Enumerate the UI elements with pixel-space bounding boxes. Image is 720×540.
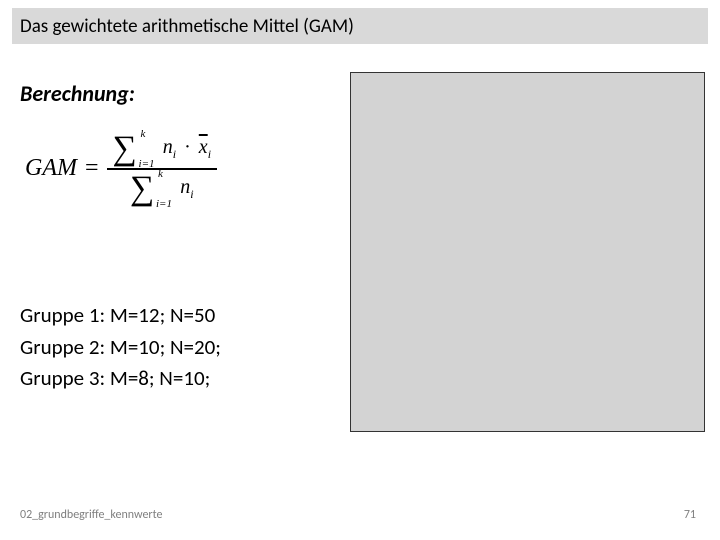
group-3: Gruppe 3: M=8; N=10; <box>20 363 221 395</box>
sigma-icon: ∑ <box>130 172 154 206</box>
group-data: Gruppe 1: M=12; N=50 Gruppe 2: M=10; N=2… <box>20 300 221 395</box>
page-number: 71 <box>684 508 696 522</box>
equals-sign: = <box>85 155 99 182</box>
formula-gam: GAM = ∑ k i=1 ni · xi <box>25 130 217 208</box>
formula-label: GAM <box>25 155 77 182</box>
group-2: Gruppe 2: M=10; N=20; <box>20 332 221 364</box>
sum-lower: i=1 <box>139 158 155 170</box>
footer-left: 02_grundbegriffe_kennwerte <box>20 508 162 522</box>
placeholder-panel <box>350 72 705 432</box>
slide-title: Das gewichtete arithmetische Mittel (GAM… <box>20 15 354 38</box>
section-heading: Berechnung: <box>20 80 135 107</box>
numerator-body: ni · xi <box>163 136 211 162</box>
denominator: ∑ k i=1 ni <box>124 170 200 208</box>
numerator: ∑ k i=1 ni · xi <box>107 130 218 168</box>
sum-numerator: ∑ k i=1 ni · xi <box>113 132 212 166</box>
sum-upper: k <box>141 128 146 140</box>
sigma-icon: ∑ <box>113 132 137 166</box>
sum-denominator: ∑ k i=1 ni <box>130 172 194 206</box>
slide: Das gewichtete arithmetische Mittel (GAM… <box>0 0 720 540</box>
sum-lower: i=1 <box>156 198 172 210</box>
title-bar: Das gewichtete arithmetische Mittel (GAM… <box>12 8 708 44</box>
sum-upper: k <box>158 168 163 180</box>
group-1: Gruppe 1: M=12; N=50 <box>20 300 221 332</box>
denominator-body: ni <box>180 176 193 202</box>
fraction: ∑ k i=1 ni · xi ∑ k i=1 <box>107 130 218 208</box>
